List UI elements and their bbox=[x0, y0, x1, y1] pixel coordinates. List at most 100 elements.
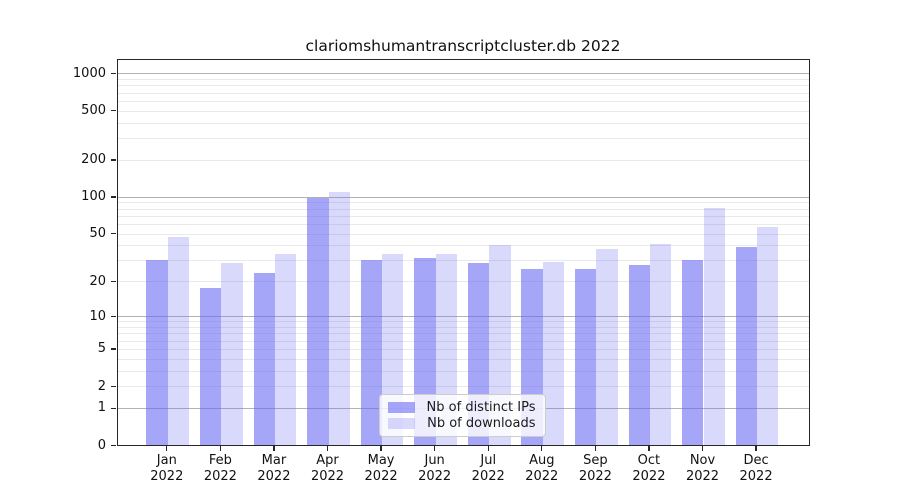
y-tick-label: 5 bbox=[97, 341, 106, 357]
y-tick-mark bbox=[111, 196, 116, 198]
chart-title: clariomshumantranscriptcluster.db 2022 bbox=[305, 37, 621, 55]
x-tick-label-nov: Nov 2022 bbox=[685, 453, 720, 484]
legend: Nb of distinct IPs Nb of downloads bbox=[378, 393, 546, 437]
y-tick-label: 200 bbox=[81, 152, 106, 168]
y-tick-mark bbox=[111, 348, 116, 350]
gridline-minor bbox=[117, 370, 809, 372]
y-tick-mark bbox=[111, 407, 116, 409]
gridline-minor bbox=[117, 260, 809, 262]
y-tick-label: 20 bbox=[89, 273, 106, 289]
legend-label-distinct-ips: Nb of distinct IPs bbox=[426, 399, 536, 415]
gridline-minor bbox=[117, 281, 809, 283]
bar-ips-nov bbox=[682, 259, 704, 446]
x-tick-mark bbox=[594, 446, 596, 452]
gridline-minor bbox=[117, 224, 809, 225]
x-tick-mark bbox=[166, 446, 168, 452]
x-tick-label-mar: Mar 2022 bbox=[257, 453, 291, 484]
legend-label-downloads: Nb of downloads bbox=[427, 415, 536, 431]
x-tick-mark bbox=[326, 446, 329, 452]
x-tick-mark bbox=[701, 446, 704, 452]
legend-swatch-downloads bbox=[387, 418, 415, 429]
gridline-major bbox=[117, 73, 809, 75]
y-tick-label: 100 bbox=[81, 189, 106, 205]
y-tick-label: 0 bbox=[97, 437, 106, 453]
x-tick-label-apr: Apr 2022 bbox=[310, 453, 345, 484]
x-tick-label-dec: Dec 2022 bbox=[739, 453, 773, 484]
y-tick-mark bbox=[111, 233, 116, 235]
gridline-minor bbox=[117, 79, 809, 81]
bar-downloads-mar bbox=[274, 253, 297, 446]
x-tick-label-jun: Jun 2022 bbox=[418, 453, 452, 484]
x-tick-label-jan: Jan 2022 bbox=[150, 453, 184, 484]
gridline-minor bbox=[117, 159, 809, 161]
bar-ips-mar bbox=[253, 273, 275, 446]
x-tick-mark bbox=[487, 446, 489, 452]
bar-downloads-apr bbox=[328, 191, 350, 446]
bar-downloads-jan bbox=[167, 237, 190, 446]
bar-ips-may bbox=[360, 259, 383, 446]
x-tick-label-aug: Aug 2022 bbox=[525, 453, 559, 484]
gridline-minor bbox=[117, 348, 809, 350]
x-tick-mark bbox=[541, 446, 543, 452]
bar-ips-apr bbox=[307, 198, 329, 446]
y-tick-mark bbox=[111, 444, 116, 447]
bar-downloads-nov bbox=[703, 207, 725, 446]
bar-downloads-oct bbox=[649, 244, 672, 446]
gridline-minor bbox=[117, 233, 809, 235]
gridline-minor bbox=[117, 85, 809, 87]
x-tick-label-feb: Feb 2022 bbox=[203, 453, 237, 484]
legend-swatch-distinct-ips bbox=[387, 402, 415, 413]
gridline-minor bbox=[117, 321, 809, 323]
bar-ips-dec bbox=[735, 246, 758, 446]
legend-item-distinct-ips: Nb of distinct IPs bbox=[387, 399, 536, 416]
y-tick-label: 1 bbox=[97, 400, 106, 416]
gridline-major bbox=[117, 196, 809, 198]
x-tick-label-oct: Oct 2022 bbox=[632, 453, 666, 484]
bar-downloads-aug bbox=[542, 261, 565, 446]
gridline-major bbox=[117, 316, 809, 318]
gridline-minor bbox=[117, 245, 809, 247]
x-tick-mark bbox=[273, 446, 275, 452]
gridline-minor bbox=[117, 208, 809, 210]
y-tick-mark bbox=[111, 110, 116, 112]
gridline-minor bbox=[117, 138, 809, 140]
legend-item-downloads: Nb of downloads bbox=[387, 415, 536, 432]
x-tick-label-jul: Jul 2022 bbox=[471, 453, 505, 484]
y-tick-mark bbox=[111, 385, 116, 387]
y-tick-mark bbox=[111, 281, 116, 283]
y-tick-label: 50 bbox=[89, 226, 106, 242]
plot-area bbox=[116, 59, 810, 446]
x-tick-mark bbox=[648, 446, 650, 452]
x-tick-mark bbox=[434, 446, 436, 452]
x-tick-mark bbox=[219, 446, 221, 452]
gridline-minor bbox=[117, 110, 809, 112]
bar-downloads-feb bbox=[221, 263, 243, 446]
x-tick-mark bbox=[755, 446, 757, 452]
bar-ips-oct bbox=[628, 265, 650, 446]
y-tick-mark bbox=[111, 73, 116, 75]
gridline-minor bbox=[117, 386, 809, 388]
bar-ips-jan bbox=[146, 259, 168, 446]
y-tick-label: 500 bbox=[81, 103, 106, 119]
y-tick-label: 1000 bbox=[72, 65, 106, 81]
x-tick-label-may: May 2022 bbox=[364, 453, 398, 484]
gridline-minor bbox=[117, 327, 809, 329]
gridline-minor bbox=[117, 333, 809, 335]
y-tick-mark bbox=[111, 315, 116, 317]
gridline-minor bbox=[117, 340, 809, 342]
gridline-minor bbox=[117, 358, 809, 360]
y-tick-label: 2 bbox=[97, 378, 106, 394]
bar-ips-feb bbox=[199, 288, 222, 446]
bar-downloads-dec bbox=[757, 227, 779, 446]
x-tick-label-sep: Sep 2022 bbox=[578, 453, 612, 484]
y-tick-label: 10 bbox=[89, 308, 106, 324]
x-tick-mark bbox=[380, 446, 382, 452]
gridline-minor bbox=[117, 92, 809, 94]
y-tick-mark bbox=[111, 159, 116, 161]
gridline-minor bbox=[117, 100, 809, 102]
gridline-minor bbox=[117, 215, 809, 217]
gridline-minor bbox=[117, 122, 809, 124]
bar-downloads-sep bbox=[596, 249, 618, 446]
bar-ips-sep bbox=[574, 269, 597, 446]
